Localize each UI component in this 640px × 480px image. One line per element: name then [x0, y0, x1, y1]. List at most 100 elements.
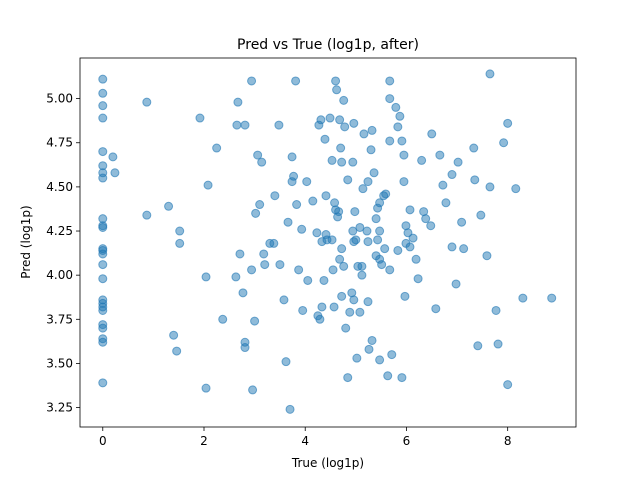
- point: [399, 150, 409, 160]
- point: [375, 226, 385, 236]
- point: [373, 235, 383, 245]
- point: [393, 245, 403, 255]
- point: [164, 201, 174, 211]
- y-tick-label: 4.75: [46, 136, 73, 150]
- point: [279, 295, 289, 305]
- y-axis-label: Pred (log1p): [19, 205, 33, 278]
- x-axis-label: True (log1p): [291, 456, 364, 470]
- point: [345, 307, 355, 317]
- point: [399, 177, 409, 187]
- point: [491, 305, 501, 315]
- point: [289, 171, 299, 181]
- point: [298, 305, 308, 315]
- point: [303, 275, 313, 285]
- point: [358, 184, 368, 194]
- y-tick-label: 3.25: [46, 401, 73, 415]
- point: [385, 94, 395, 104]
- point: [232, 120, 242, 130]
- point: [218, 314, 228, 324]
- point: [294, 265, 304, 275]
- point: [377, 260, 387, 270]
- point: [275, 260, 285, 270]
- point: [469, 143, 479, 153]
- y-tick-label: 5.00: [46, 92, 73, 106]
- point: [385, 265, 395, 275]
- point: [312, 228, 322, 238]
- point: [371, 214, 381, 224]
- point: [337, 244, 347, 254]
- point: [369, 168, 379, 178]
- point: [355, 307, 365, 317]
- point: [255, 200, 265, 210]
- point: [401, 221, 411, 231]
- plot-frame: [79, 57, 577, 428]
- point: [247, 76, 257, 86]
- point: [98, 323, 108, 333]
- point: [98, 260, 108, 270]
- point: [175, 226, 185, 236]
- point: [283, 217, 293, 227]
- point: [438, 180, 448, 190]
- point: [411, 254, 421, 264]
- point: [367, 335, 377, 345]
- point: [335, 254, 345, 264]
- point: [355, 222, 365, 232]
- point: [426, 221, 436, 231]
- y-tick-label: 4.00: [46, 268, 73, 282]
- point: [476, 210, 486, 220]
- point: [453, 157, 463, 167]
- point: [233, 97, 243, 107]
- point: [421, 214, 431, 224]
- point: [417, 155, 427, 165]
- point: [395, 111, 405, 121]
- point: [110, 168, 120, 178]
- point: [373, 203, 383, 213]
- point: [349, 295, 359, 305]
- point: [98, 305, 108, 315]
- point: [248, 385, 258, 395]
- point: [391, 102, 401, 112]
- y-tick-label: 3.75: [46, 312, 73, 326]
- point: [321, 191, 331, 201]
- point: [250, 316, 260, 326]
- point: [333, 212, 343, 222]
- point: [269, 238, 279, 248]
- point: [285, 404, 295, 414]
- point: [473, 341, 483, 351]
- point: [327, 235, 337, 245]
- point: [98, 378, 108, 388]
- point: [363, 237, 373, 247]
- point: [98, 274, 108, 284]
- point: [451, 279, 461, 289]
- x-tick-label: 0: [99, 434, 107, 448]
- point: [343, 373, 353, 383]
- point: [364, 344, 374, 354]
- point: [383, 371, 393, 381]
- point: [339, 95, 349, 105]
- point: [287, 152, 297, 162]
- point: [457, 217, 467, 227]
- point: [413, 274, 423, 284]
- point: [340, 122, 350, 132]
- point: [427, 129, 437, 139]
- point: [175, 238, 185, 248]
- point: [393, 122, 403, 132]
- point: [405, 242, 415, 252]
- point: [343, 175, 353, 185]
- point: [385, 76, 395, 86]
- point: [357, 270, 367, 280]
- point: [400, 291, 410, 301]
- point: [98, 101, 108, 111]
- point: [348, 226, 358, 236]
- point: [169, 330, 179, 340]
- x-tick-label: 8: [504, 434, 512, 448]
- point: [447, 170, 457, 180]
- point: [380, 244, 390, 254]
- point: [98, 74, 108, 84]
- point: [362, 226, 372, 236]
- point: [337, 291, 347, 301]
- point: [485, 69, 495, 79]
- point: [235, 249, 245, 259]
- point: [332, 85, 342, 95]
- y-tick-label: 3.50: [46, 356, 73, 370]
